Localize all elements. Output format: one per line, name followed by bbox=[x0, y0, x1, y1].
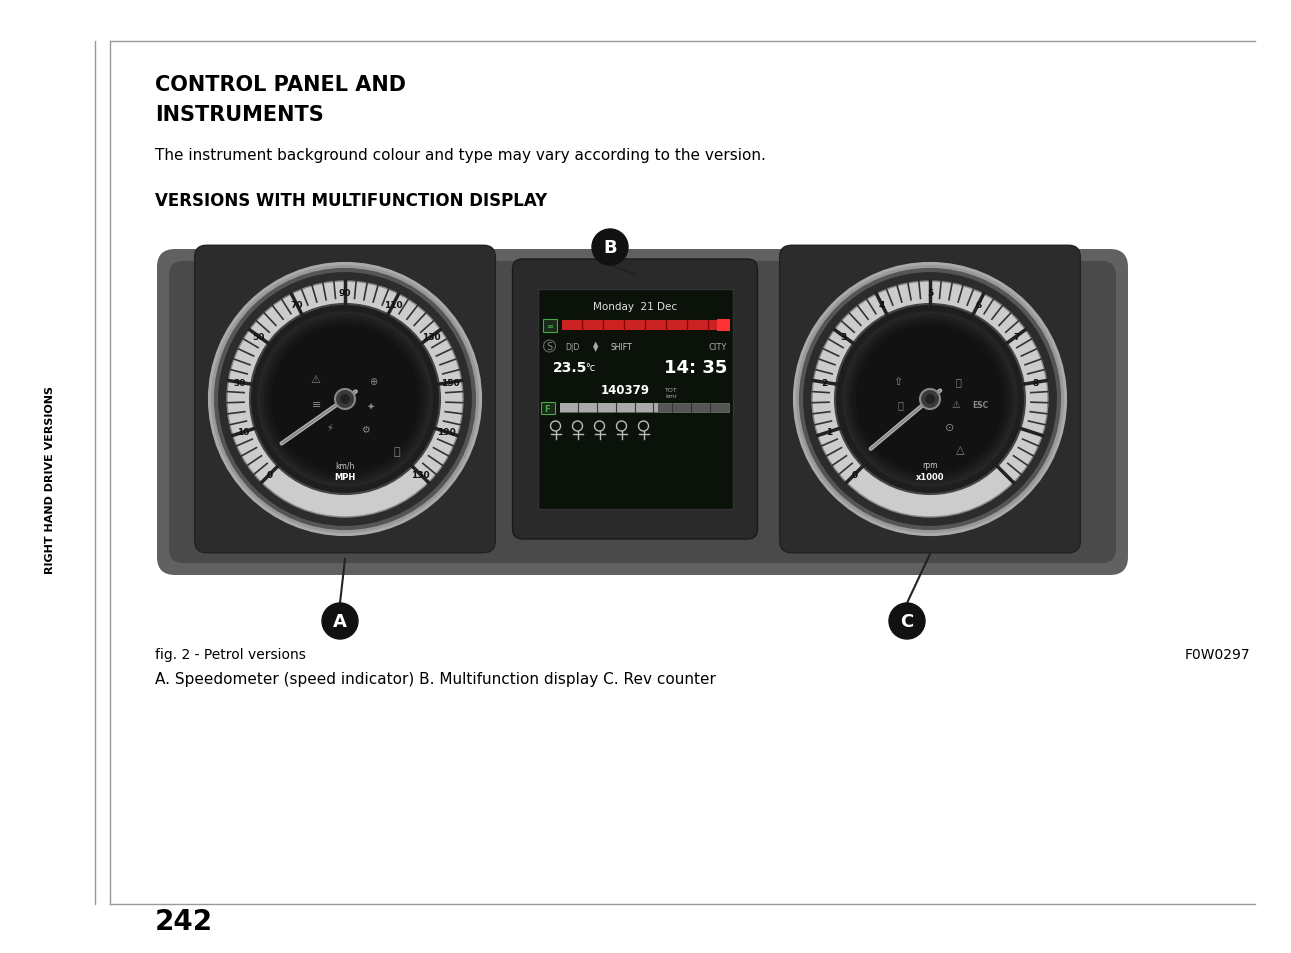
Circle shape bbox=[889, 603, 924, 639]
Circle shape bbox=[842, 312, 1019, 488]
Text: ⊕: ⊕ bbox=[369, 376, 377, 387]
Text: CITY: CITY bbox=[709, 342, 727, 351]
Text: 190: 190 bbox=[436, 428, 456, 437]
Text: ⚠: ⚠ bbox=[310, 375, 320, 385]
FancyBboxPatch shape bbox=[169, 262, 1115, 563]
Bar bbox=[541, 402, 555, 415]
Text: 0: 0 bbox=[267, 471, 272, 479]
Circle shape bbox=[227, 282, 463, 517]
Text: 10: 10 bbox=[238, 428, 250, 437]
Text: 90: 90 bbox=[338, 289, 351, 297]
Circle shape bbox=[257, 312, 432, 488]
Text: fig. 2 - Petrol versions: fig. 2 - Petrol versions bbox=[155, 647, 306, 661]
Text: 4: 4 bbox=[878, 300, 884, 310]
Text: F0W0297: F0W0297 bbox=[1184, 647, 1250, 661]
Text: ⛽: ⛽ bbox=[394, 447, 400, 456]
Circle shape bbox=[835, 305, 1025, 495]
Text: 1: 1 bbox=[825, 428, 831, 437]
Text: ▲
▼: ▲ ▼ bbox=[593, 341, 598, 352]
Text: 70: 70 bbox=[290, 300, 303, 310]
Text: km/h: km/h bbox=[336, 461, 355, 470]
Text: 6: 6 bbox=[975, 300, 981, 310]
Circle shape bbox=[267, 322, 422, 476]
Text: ⊙: ⊙ bbox=[945, 422, 954, 433]
Text: ⇧: ⇧ bbox=[893, 376, 902, 387]
Text: 23.5: 23.5 bbox=[553, 360, 587, 375]
Text: RIGHT HAND DRIVE VERSIONS: RIGHT HAND DRIVE VERSIONS bbox=[45, 386, 56, 574]
Circle shape bbox=[846, 315, 1015, 484]
Text: The instrument background colour and type may vary according to the version.: The instrument background colour and typ… bbox=[155, 148, 766, 163]
Text: ✦: ✦ bbox=[367, 402, 376, 413]
Text: B: B bbox=[603, 239, 617, 256]
Circle shape bbox=[321, 603, 358, 639]
FancyBboxPatch shape bbox=[513, 260, 758, 539]
Circle shape bbox=[856, 326, 1004, 474]
Text: Monday  21 Dec: Monday 21 Dec bbox=[593, 302, 676, 312]
Text: ⚡: ⚡ bbox=[327, 422, 333, 433]
Text: CONTROL PANEL AND: CONTROL PANEL AND bbox=[155, 75, 405, 95]
Text: 140379: 140379 bbox=[600, 383, 649, 396]
Text: 130: 130 bbox=[411, 471, 430, 479]
Circle shape bbox=[924, 395, 935, 405]
Text: 7: 7 bbox=[1013, 333, 1020, 341]
Text: ⚙: ⚙ bbox=[360, 424, 369, 435]
Text: 130: 130 bbox=[422, 333, 440, 341]
Text: C: C bbox=[900, 613, 914, 630]
Text: MPH: MPH bbox=[334, 473, 355, 481]
Text: 8: 8 bbox=[1032, 378, 1038, 388]
FancyBboxPatch shape bbox=[195, 246, 496, 553]
Circle shape bbox=[593, 230, 627, 266]
Text: INSTRUMENTS: INSTRUMENTS bbox=[155, 105, 324, 125]
Circle shape bbox=[271, 326, 418, 474]
Bar bbox=[562, 320, 728, 331]
Text: ≡: ≡ bbox=[312, 399, 321, 410]
Text: △: △ bbox=[955, 444, 964, 455]
Text: 30: 30 bbox=[234, 378, 247, 388]
Circle shape bbox=[849, 318, 1011, 480]
Text: 150: 150 bbox=[440, 378, 460, 388]
Text: 242: 242 bbox=[155, 907, 213, 935]
Text: SHIFT: SHIFT bbox=[611, 342, 633, 351]
Text: S: S bbox=[546, 341, 553, 352]
Text: TOT: TOT bbox=[665, 387, 678, 392]
Bar bbox=[559, 403, 728, 413]
Text: 3: 3 bbox=[840, 333, 847, 341]
Bar bbox=[717, 319, 729, 332]
Text: 50: 50 bbox=[253, 333, 265, 341]
Text: A: A bbox=[333, 613, 347, 630]
Text: 0: 0 bbox=[852, 471, 857, 479]
Bar bbox=[537, 290, 732, 510]
Text: ESC: ESC bbox=[972, 400, 988, 409]
Text: ≡: ≡ bbox=[546, 322, 553, 331]
Circle shape bbox=[261, 315, 430, 484]
Text: x1000: x1000 bbox=[915, 473, 944, 481]
Text: 14: 35: 14: 35 bbox=[664, 358, 728, 376]
Text: rpm: rpm bbox=[922, 461, 937, 470]
Text: 🔒: 🔒 bbox=[955, 376, 961, 387]
Circle shape bbox=[920, 390, 940, 410]
Text: 🔋: 🔋 bbox=[897, 399, 902, 410]
Text: 110: 110 bbox=[383, 300, 403, 310]
Text: ⚠: ⚠ bbox=[951, 399, 961, 410]
FancyBboxPatch shape bbox=[158, 250, 1128, 576]
FancyBboxPatch shape bbox=[780, 246, 1081, 553]
Text: D|D: D|D bbox=[565, 342, 580, 351]
Circle shape bbox=[334, 390, 355, 410]
Text: kmi: kmi bbox=[665, 395, 676, 399]
Circle shape bbox=[340, 395, 350, 405]
Circle shape bbox=[265, 318, 426, 480]
Text: °c: °c bbox=[586, 363, 595, 373]
Circle shape bbox=[250, 305, 440, 495]
Text: 2: 2 bbox=[821, 378, 828, 388]
Text: F: F bbox=[545, 404, 550, 413]
Circle shape bbox=[852, 322, 1007, 476]
Text: 5: 5 bbox=[927, 289, 933, 297]
Bar bbox=[559, 403, 657, 413]
Text: VERSIONS WITH MULTIFUNCTION DISPLAY: VERSIONS WITH MULTIFUNCTION DISPLAY bbox=[155, 192, 547, 210]
Circle shape bbox=[812, 282, 1048, 517]
Bar bbox=[542, 319, 556, 333]
Text: A. Speedometer (speed indicator) B. Multifunction display C. Rev counter: A. Speedometer (speed indicator) B. Mult… bbox=[155, 671, 717, 686]
